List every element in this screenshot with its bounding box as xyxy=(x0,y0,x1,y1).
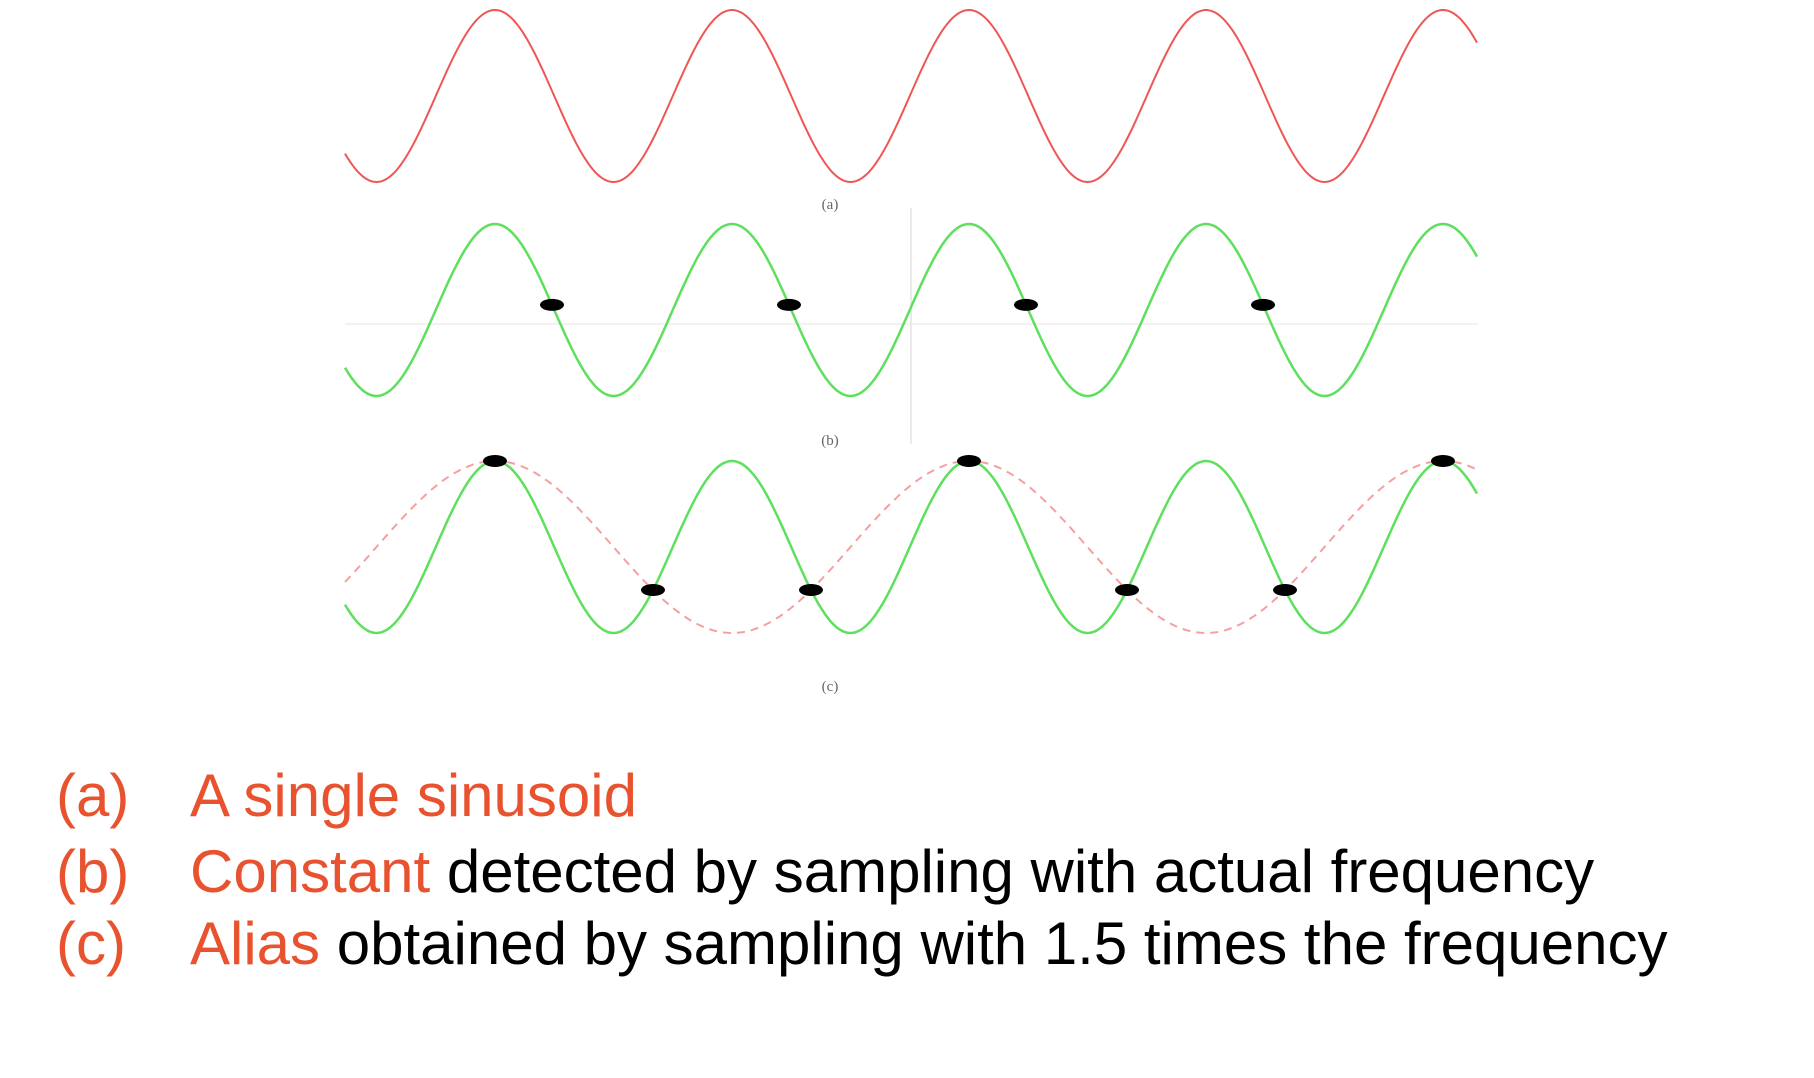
caption-highlight-a: A single sinusoid xyxy=(190,762,637,829)
aliasing-figure: (a) (b) (c) xyxy=(343,8,1479,695)
caption-body-b: Constant detected by sampling with actua… xyxy=(190,834,1796,910)
caption-marker-a: (a) xyxy=(56,762,130,829)
caption-highlight-c: Alias xyxy=(190,910,321,977)
sample-point xyxy=(641,584,665,596)
caption-marker-b: (b) xyxy=(56,838,130,905)
caption-c: (c) Alias obtained by sampling with 1.5 … xyxy=(56,910,1796,978)
sample-point xyxy=(799,584,823,596)
sample-point xyxy=(540,298,564,311)
caption-highlight-b: Constant xyxy=(190,838,431,905)
caption-marker-c: (c) xyxy=(56,910,126,977)
sample-point xyxy=(1251,298,1275,311)
sample-point xyxy=(957,455,981,467)
sample-point xyxy=(1014,298,1038,311)
caption-list: (a) A single sinusoid (b) Constant detec… xyxy=(56,758,1796,978)
caption-a: (a) A single sinusoid xyxy=(56,758,1796,834)
panel-c-sampled-1-5x-frequency xyxy=(343,455,1479,635)
caption-text-b: detected by sampling with actual frequen… xyxy=(430,838,1595,905)
panel-label-a: (a) xyxy=(822,197,839,213)
sample-point xyxy=(1273,584,1297,596)
caption-body-c: Alias obtained by sampling with 1.5 time… xyxy=(190,910,1796,978)
caption-text-c: obtained by sampling with 1.5 times the … xyxy=(320,910,1668,977)
sample-point xyxy=(483,455,507,467)
sample-point xyxy=(777,298,801,311)
sinusoid-curve xyxy=(344,8,1478,184)
panel-label-b: (b) xyxy=(821,433,839,449)
panel-b-sampled-actual-frequency xyxy=(343,208,1479,444)
alias-curve xyxy=(344,460,1478,634)
panel-label-c: (c) xyxy=(822,679,839,695)
sample-point xyxy=(1115,584,1139,596)
caption-b: (b) Constant detected by sampling with a… xyxy=(56,834,1796,910)
panel-a-single-sinusoid xyxy=(344,8,1478,184)
sampled-sinusoid-curve xyxy=(343,222,1479,398)
sample-point xyxy=(1431,455,1455,467)
caption-body-a: A single sinusoid xyxy=(190,758,1796,834)
sampled-sinusoid-curve xyxy=(343,459,1479,635)
